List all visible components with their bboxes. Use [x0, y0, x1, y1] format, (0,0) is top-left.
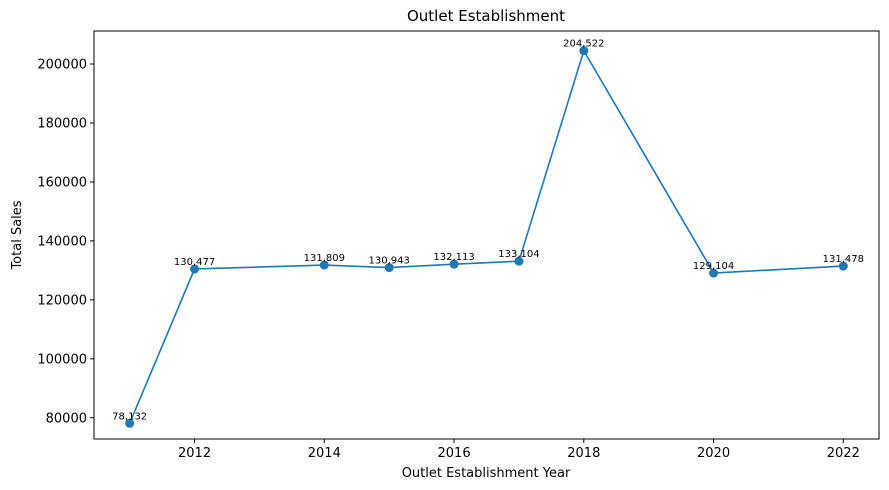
data-label: 132,113	[433, 252, 474, 263]
data-point	[709, 268, 719, 278]
data-point	[449, 259, 459, 269]
data-label: 130,943	[369, 256, 410, 267]
data-label: 78,132	[112, 411, 147, 422]
data-label: 130,477	[174, 257, 215, 268]
y-axis: 80000 100000 120000 140000 160000 180000 20000…	[37, 58, 94, 426]
data-point	[190, 264, 200, 274]
y-tick-label: 80000	[46, 411, 87, 426]
data-point	[838, 261, 848, 271]
x-tick-label: 2022	[827, 446, 860, 461]
data-point	[384, 263, 394, 273]
data-label: 204,522	[563, 39, 604, 50]
data-point	[579, 46, 589, 56]
chart-title: Outlet Establishment	[407, 7, 565, 25]
series-layer	[125, 46, 848, 428]
data-label-layer: 78,132 130,477 131,809 130,943 132,113 133,10…	[112, 39, 864, 423]
y-axis-title: Total Sales	[10, 200, 25, 270]
x-tick-label: 2014	[308, 446, 341, 461]
x-tick-label: 2016	[438, 446, 471, 461]
x-axis-title: Outlet Establishment Year	[402, 466, 571, 481]
data-label: 133,104	[498, 249, 539, 260]
y-tick-label: 180000	[37, 116, 87, 131]
data-label: 131,809	[304, 253, 345, 264]
data-point	[125, 418, 135, 428]
data-point	[319, 260, 329, 270]
x-tick-label: 2020	[697, 446, 730, 461]
x-tick-label: 2018	[567, 446, 600, 461]
y-tick-label: 100000	[37, 352, 87, 367]
y-tick-label: 120000	[37, 293, 87, 308]
plot-area	[94, 31, 879, 439]
y-tick-label: 160000	[37, 175, 87, 190]
data-label: 131,478	[823, 254, 864, 265]
data-label: 129,104	[693, 261, 734, 272]
y-tick-label: 140000	[37, 234, 87, 249]
x-axis: 2012 2014 2016 2018 2020 2022	[178, 439, 860, 461]
y-tick-label: 200000	[37, 58, 87, 73]
plot-frame	[93, 30, 880, 440]
x-tick-label: 2012	[178, 446, 211, 461]
data-point	[514, 256, 524, 266]
